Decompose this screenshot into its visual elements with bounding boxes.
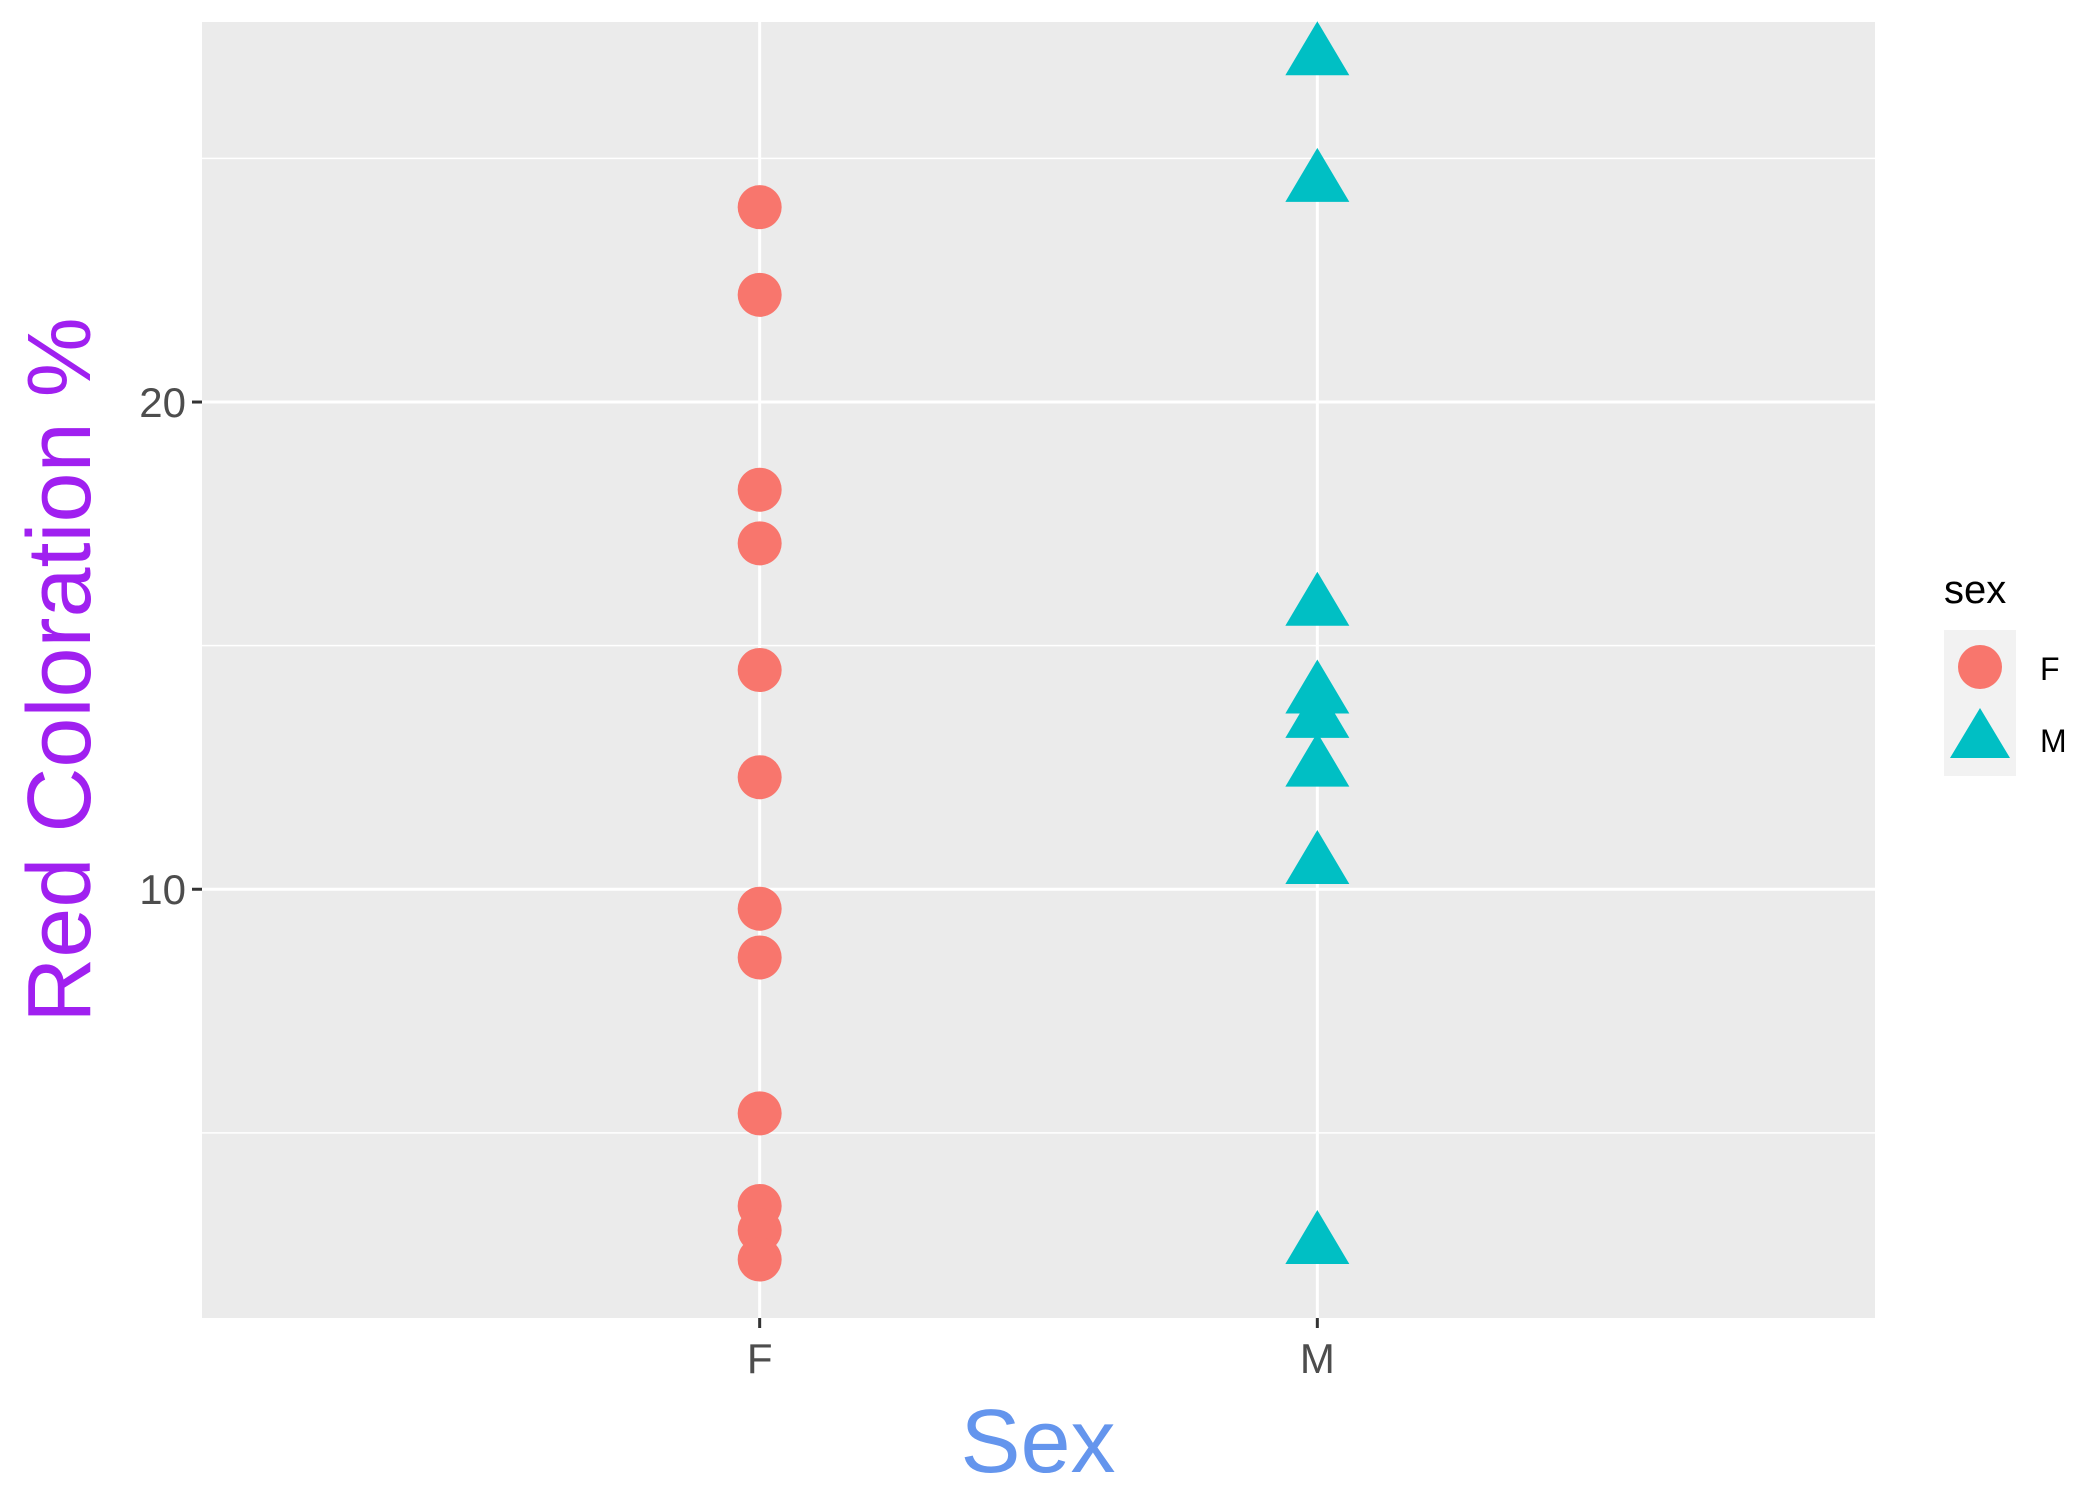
x-axis-title: Sex (960, 1392, 1115, 1492)
data-point-f (737, 272, 782, 317)
legend-label-f: F (2040, 651, 2060, 687)
plot-panel (202, 22, 1875, 1318)
minor-gridlines (202, 157, 1875, 1134)
data-point-f (737, 1091, 782, 1136)
data-point-m (1285, 1210, 1350, 1265)
data-point-f (737, 648, 782, 692)
data-point-f (737, 935, 782, 980)
data-point-f (737, 755, 782, 800)
x-tick-label: M (1300, 1335, 1335, 1382)
data-point-f (737, 1237, 782, 1282)
data-point-f (737, 185, 782, 230)
data-point-m (1285, 571, 1350, 626)
y-tick-label: 20 (139, 379, 186, 426)
legend-title: sex (1944, 568, 2006, 612)
legend-key-m-icon (1950, 708, 2010, 758)
legend-key-f-icon (1958, 645, 2002, 689)
data-point-m (1285, 683, 1350, 738)
legend-label-m: M (2040, 723, 2067, 759)
data-points (737, 21, 1350, 1282)
data-point-m (1285, 830, 1350, 885)
x-tick-label: F (747, 1335, 773, 1382)
data-point-f (737, 467, 782, 512)
data-point-m (1285, 21, 1350, 76)
data-point-m (1285, 732, 1350, 787)
data-point-f (737, 886, 782, 931)
y-tick-label: 10 (139, 866, 186, 913)
y-axis-title: Red Coloration % (10, 317, 110, 1022)
data-point-m (1285, 147, 1350, 202)
y-axis-ticks: 10 20 (139, 379, 202, 913)
data-point-f (737, 521, 782, 566)
legend: sex F M (1944, 568, 2067, 776)
